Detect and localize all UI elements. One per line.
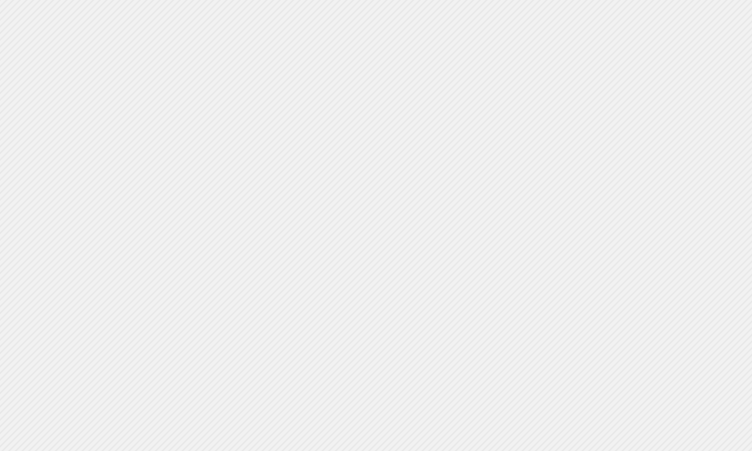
Legend: Less than 65 years (172
patients), 65 years and older (270
patients): Less than 65 years (172 patients), 65 ye… <box>469 170 696 272</box>
Text: 39%: 39% <box>311 175 358 193</box>
Wedge shape <box>67 55 340 387</box>
Wedge shape <box>233 55 399 348</box>
Text: 61%: 61% <box>108 249 155 267</box>
